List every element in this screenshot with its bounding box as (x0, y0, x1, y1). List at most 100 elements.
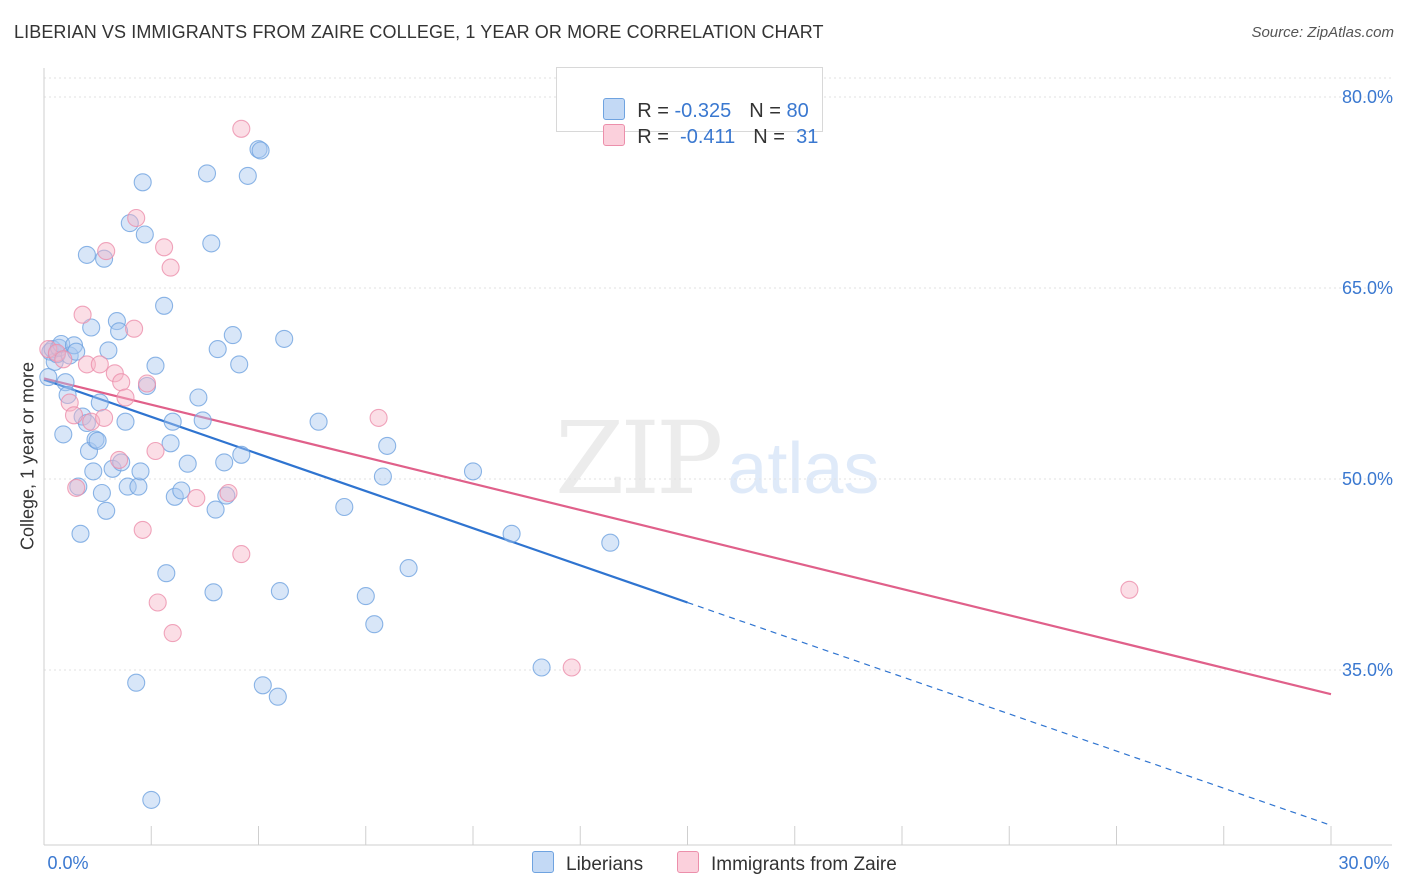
y-tick-label: 65.0% (1342, 278, 1393, 298)
legend-n-label: N = (749, 100, 787, 122)
point-liberians (356, 587, 375, 606)
point-liberians (165, 487, 184, 506)
trend-lines (43, 377, 1332, 826)
data-points (39, 119, 1139, 809)
point-zaire (116, 388, 135, 407)
point-liberians (118, 477, 137, 496)
point-liberians (270, 582, 289, 601)
point-liberians (129, 477, 148, 496)
point-liberians (178, 454, 197, 473)
point-liberians (601, 533, 620, 552)
legend-label-zaire: Immigrants from Zaire (711, 854, 897, 875)
point-zaire (1120, 580, 1139, 599)
axes (43, 68, 1392, 846)
legend-item-zaire[interactable]: Immigrants from Zaire (677, 851, 897, 876)
point-zaire (163, 624, 182, 643)
point-zaire (562, 658, 581, 677)
point-zaire (148, 593, 167, 612)
legend-n-label: N = (753, 126, 791, 148)
series-legend: Liberians Immigrants from Zaire (0, 851, 1406, 879)
legend-row-zaire: R = -0.411 N = 31 (581, 101, 818, 148)
point-liberians (202, 234, 221, 253)
legend-swatch-zaire (603, 124, 626, 146)
x-tick-label: 0.0% (47, 853, 88, 873)
trend-line-liberians-extrapolated (687, 601, 1332, 826)
point-liberians (373, 467, 392, 486)
point-liberians (463, 462, 483, 481)
point-zaire (110, 450, 129, 469)
point-liberians (268, 687, 287, 706)
point-liberians (251, 141, 270, 160)
y-axis-label: College, 1 year or more (17, 361, 38, 551)
point-liberians (206, 500, 225, 519)
point-liberians (399, 559, 418, 578)
x-tick-label: 30.0% (1338, 853, 1389, 873)
point-liberians (204, 583, 223, 602)
point-liberians (161, 434, 180, 453)
point-liberians (127, 673, 146, 692)
point-liberians (155, 296, 174, 315)
source-credit: Source: ZipAtlas.com (1251, 24, 1394, 41)
point-liberians (163, 412, 182, 431)
point-liberians (217, 486, 236, 505)
point-liberians (230, 355, 249, 374)
chart-title: LIBERIAN VS IMMIGRANTS FROM ZAIRE COLLEG… (14, 22, 824, 42)
point-liberians (253, 676, 272, 695)
point-liberians (58, 385, 77, 405)
point-liberians (92, 483, 111, 503)
point-liberians (82, 318, 101, 337)
point-liberians (39, 368, 58, 387)
point-liberians (88, 431, 107, 450)
point-zaire (232, 545, 251, 564)
point-zaire (54, 350, 73, 369)
point-zaire (155, 238, 174, 257)
point-zaire (90, 355, 109, 374)
point-liberians (116, 412, 135, 431)
point-liberians (502, 524, 521, 543)
point-zaire (219, 483, 238, 503)
point-liberians (193, 411, 212, 430)
legend-label-liberians: Liberians (566, 854, 644, 875)
point-zaire (112, 373, 131, 392)
point-zaire (127, 208, 146, 228)
point-zaire (161, 258, 180, 277)
point-liberians (95, 249, 114, 268)
legend-swatch-liberians (532, 851, 554, 873)
point-liberians (54, 425, 73, 444)
point-liberians (208, 340, 227, 359)
point-liberians (232, 445, 251, 464)
point-liberians (378, 436, 397, 455)
point-zaire (125, 319, 144, 338)
point-zaire (187, 489, 206, 508)
legend-n-value: 31 (790, 126, 819, 148)
point-zaire (39, 340, 58, 359)
point-zaire (73, 305, 92, 324)
point-liberians (189, 388, 208, 407)
point-zaire (133, 520, 152, 539)
point-zaire (95, 408, 114, 427)
point-liberians (71, 524, 90, 543)
legend-r-label: R = (637, 126, 675, 148)
point-liberians (110, 322, 129, 341)
y-tick-label: 50.0% (1342, 469, 1393, 489)
trend-line-liberians (43, 378, 688, 604)
point-zaire (97, 242, 116, 261)
point-liberians (335, 497, 354, 517)
point-liberians (90, 393, 109, 412)
point-liberians (172, 481, 191, 500)
legend-n-value: 80 (786, 100, 809, 122)
y-tick-label: 80.0% (1342, 87, 1393, 107)
point-liberians (142, 790, 161, 809)
point-liberians (197, 164, 217, 183)
trend-line-zaire (43, 377, 1332, 696)
legend-r-value: -0.411 (674, 126, 736, 148)
point-liberians (238, 166, 257, 185)
point-liberians (135, 225, 154, 244)
y-tick-label: 35.0% (1342, 660, 1393, 680)
watermark-atlas: atlas (727, 429, 880, 509)
legend-item-liberians[interactable]: Liberians (532, 851, 643, 876)
point-liberians (275, 329, 294, 348)
point-liberians (84, 462, 103, 481)
point-liberians (112, 453, 131, 472)
